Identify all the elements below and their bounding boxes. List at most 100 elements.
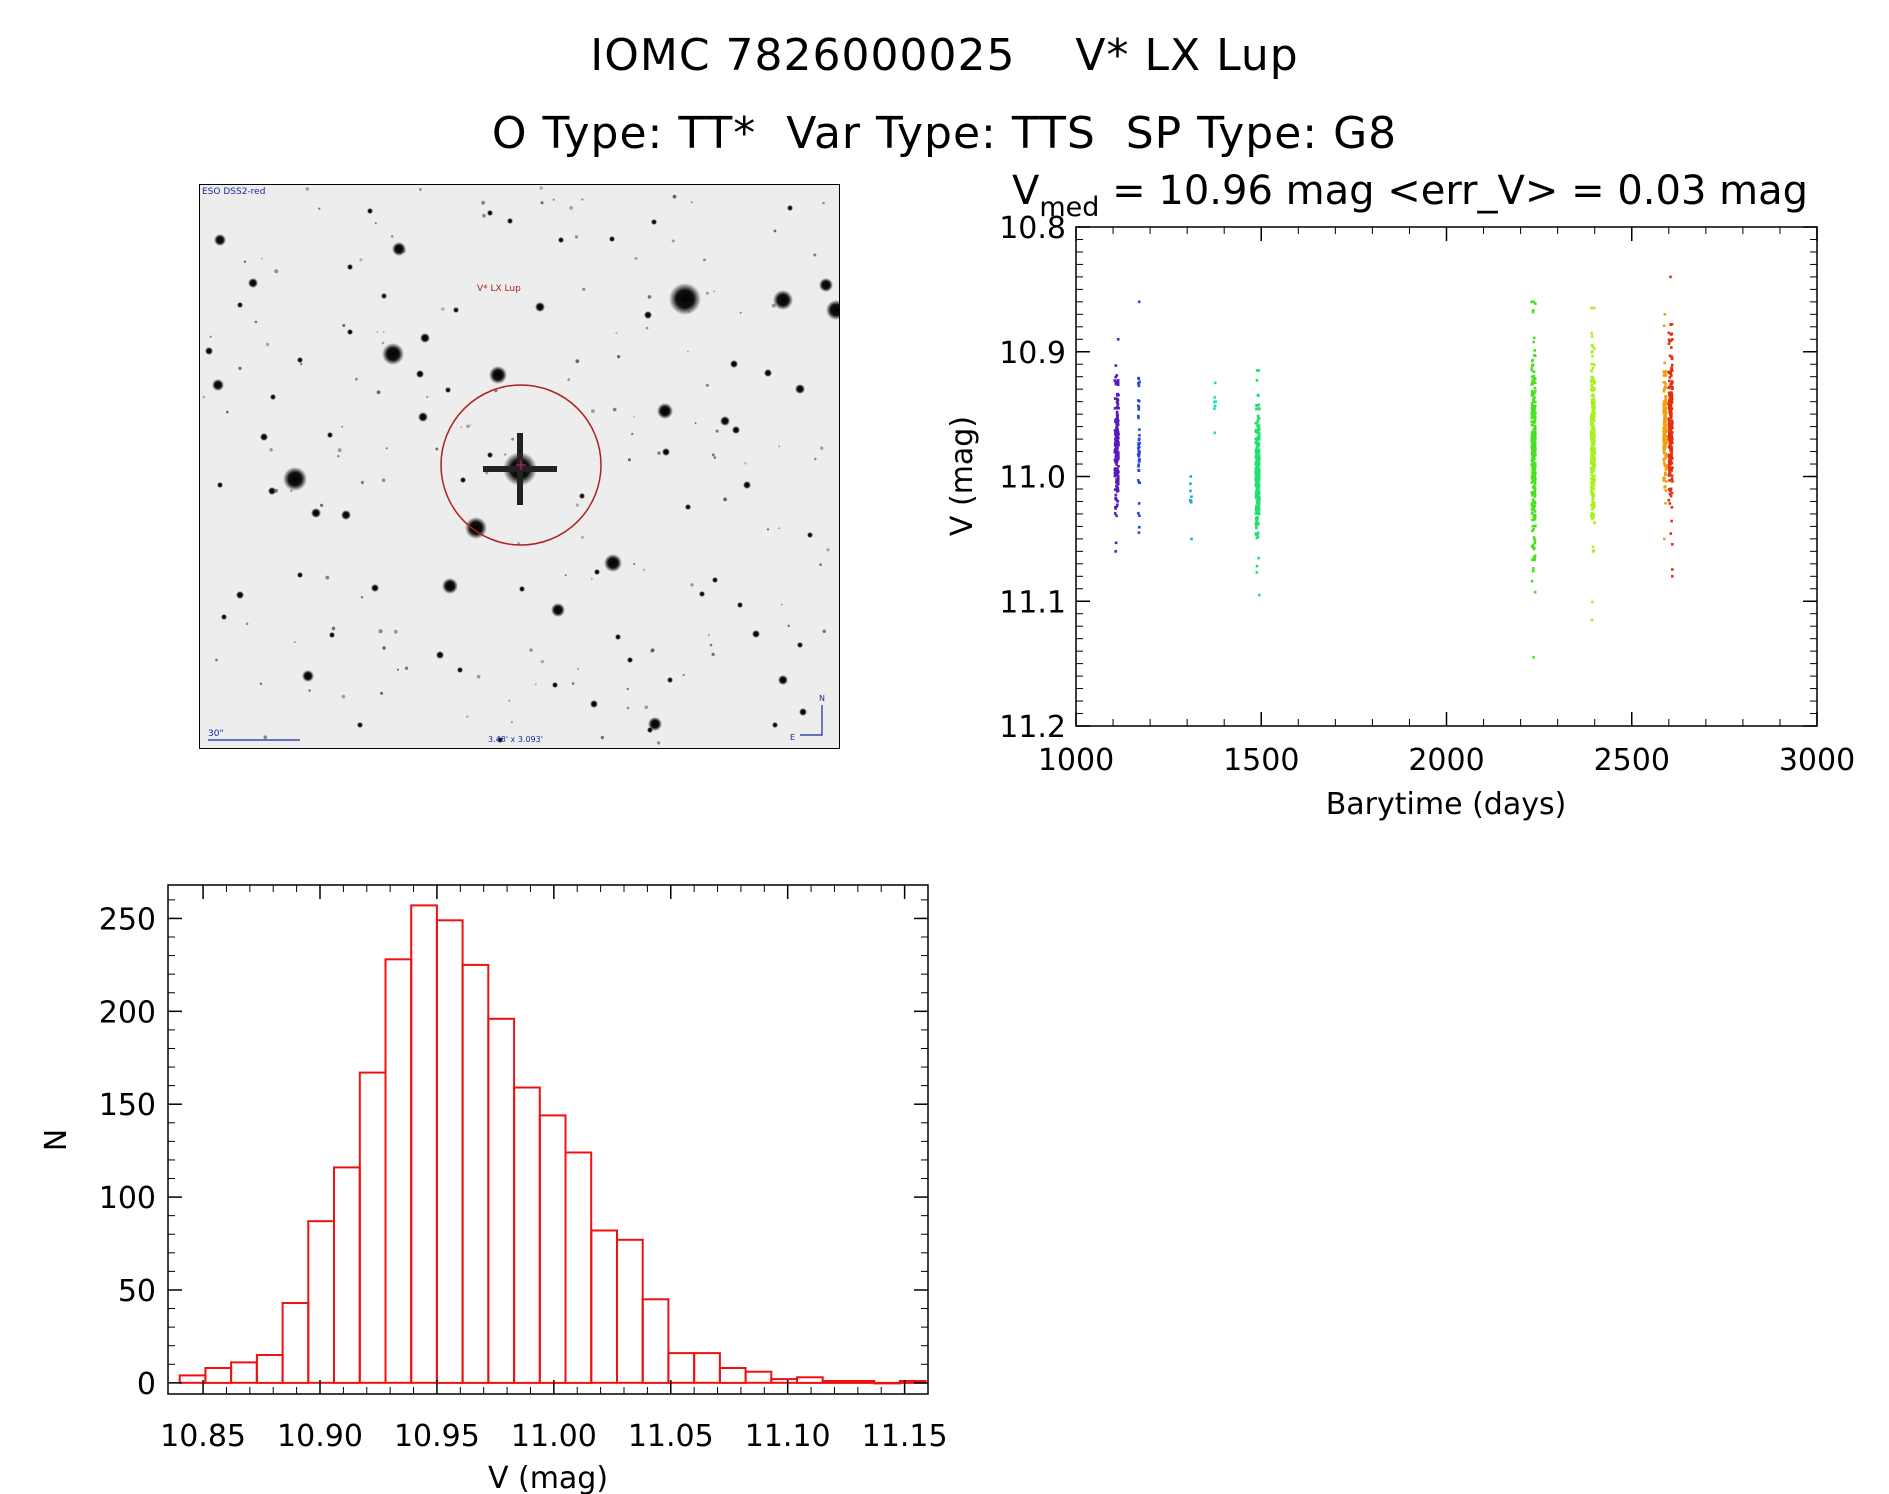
- scale-label: 30": [208, 729, 224, 739]
- star: [311, 508, 321, 518]
- faint-star: [342, 324, 346, 327]
- data-point: [1534, 390, 1537, 393]
- data-point: [1254, 467, 1258, 470]
- y-tick-label: 100: [99, 1181, 156, 1216]
- data-point: [1667, 342, 1671, 345]
- data-point: [1531, 310, 1535, 314]
- data-point: [1532, 490, 1536, 494]
- data-point: [1256, 533, 1260, 536]
- data-point: [1117, 477, 1120, 480]
- data-point: [1533, 429, 1537, 432]
- faint-star: [245, 622, 249, 626]
- data-point: [1114, 448, 1117, 451]
- data-point: [1115, 461, 1118, 465]
- data-point: [1138, 458, 1141, 461]
- faint-star: [293, 641, 296, 643]
- histogram-bar: [847, 1380, 876, 1384]
- faint-star: [739, 311, 742, 314]
- data-point: [1530, 477, 1534, 480]
- star: [807, 532, 813, 538]
- histogram-xlabel: V (mag): [488, 1461, 608, 1494]
- histogram-bar: [461, 963, 490, 1384]
- star: [268, 487, 276, 495]
- data-point: [1530, 491, 1534, 494]
- data-point: [1137, 479, 1140, 482]
- data-point: [1534, 400, 1537, 404]
- data-point: [1531, 364, 1534, 367]
- faint-star: [576, 667, 580, 671]
- faint-star: [508, 699, 511, 702]
- star: [730, 360, 738, 368]
- faint-star: [325, 575, 330, 580]
- data-point: [1533, 414, 1536, 418]
- data-point: [1256, 501, 1259, 504]
- data-point: [1256, 487, 1260, 490]
- star: [720, 416, 730, 426]
- target-star: [483, 433, 557, 505]
- data-point: [1663, 387, 1666, 391]
- star: [773, 290, 793, 310]
- data-point: [1116, 428, 1119, 432]
- faint-star: [337, 455, 340, 458]
- histogram-bar: [641, 1298, 670, 1384]
- data-point: [1667, 417, 1671, 420]
- data-point: [1592, 408, 1595, 411]
- data-point: [1254, 450, 1258, 454]
- data-point: [1257, 494, 1260, 497]
- data-point: [1254, 525, 1258, 528]
- star: [647, 727, 653, 733]
- data-point: [1254, 484, 1258, 488]
- data-point: [1255, 441, 1259, 444]
- star: [787, 205, 793, 211]
- faint-star: [656, 741, 661, 745]
- title-v-subscript: med: [1039, 192, 1099, 223]
- faint-star: [261, 257, 263, 260]
- data-point: [1664, 395, 1668, 399]
- histogram-frame: [167, 884, 929, 1395]
- data-point: [1532, 505, 1535, 509]
- star: [657, 403, 673, 419]
- data-point: [1590, 344, 1594, 347]
- data-point: [1591, 495, 1594, 499]
- star: [497, 737, 503, 743]
- data-point: [1530, 452, 1534, 455]
- data-point: [1257, 433, 1261, 437]
- faint-star: [707, 634, 710, 637]
- faint-star: [320, 503, 324, 507]
- data-point: [1534, 302, 1537, 305]
- star: [615, 634, 621, 640]
- data-point: [1114, 435, 1118, 438]
- light-curve-points: [1113, 275, 1674, 659]
- data-point: [1257, 593, 1261, 597]
- faint-star: [355, 377, 358, 381]
- data-point: [1257, 406, 1261, 410]
- data-point: [1589, 417, 1593, 420]
- faint-star: [360, 596, 364, 599]
- data-point: [1593, 435, 1596, 439]
- data-point: [1532, 463, 1536, 466]
- data-point: [1590, 306, 1593, 310]
- chart-title-line2: O Type: TT* Var Type: TTS SP Type: G8: [491, 108, 1398, 159]
- data-point: [1667, 402, 1671, 406]
- star: [237, 302, 243, 308]
- faint-star: [626, 706, 630, 710]
- data-point: [1670, 519, 1673, 523]
- data-point: [1257, 416, 1260, 420]
- data-point: [1117, 443, 1120, 447]
- data-point: [1530, 420, 1534, 423]
- data-point: [1530, 504, 1534, 507]
- data-point: [1662, 374, 1666, 377]
- faint-star: [476, 674, 481, 679]
- data-point: [1255, 445, 1259, 448]
- faint-star: [465, 715, 469, 718]
- data-point: [1591, 550, 1595, 553]
- star: [699, 591, 705, 597]
- data-point: [1255, 429, 1259, 433]
- faint-star: [243, 260, 247, 263]
- data-point: [1668, 467, 1672, 470]
- faint-star: [393, 629, 398, 634]
- faint-star: [381, 478, 386, 482]
- data-point: [1590, 370, 1593, 373]
- faint-star: [215, 658, 218, 662]
- data-point: [1137, 384, 1141, 388]
